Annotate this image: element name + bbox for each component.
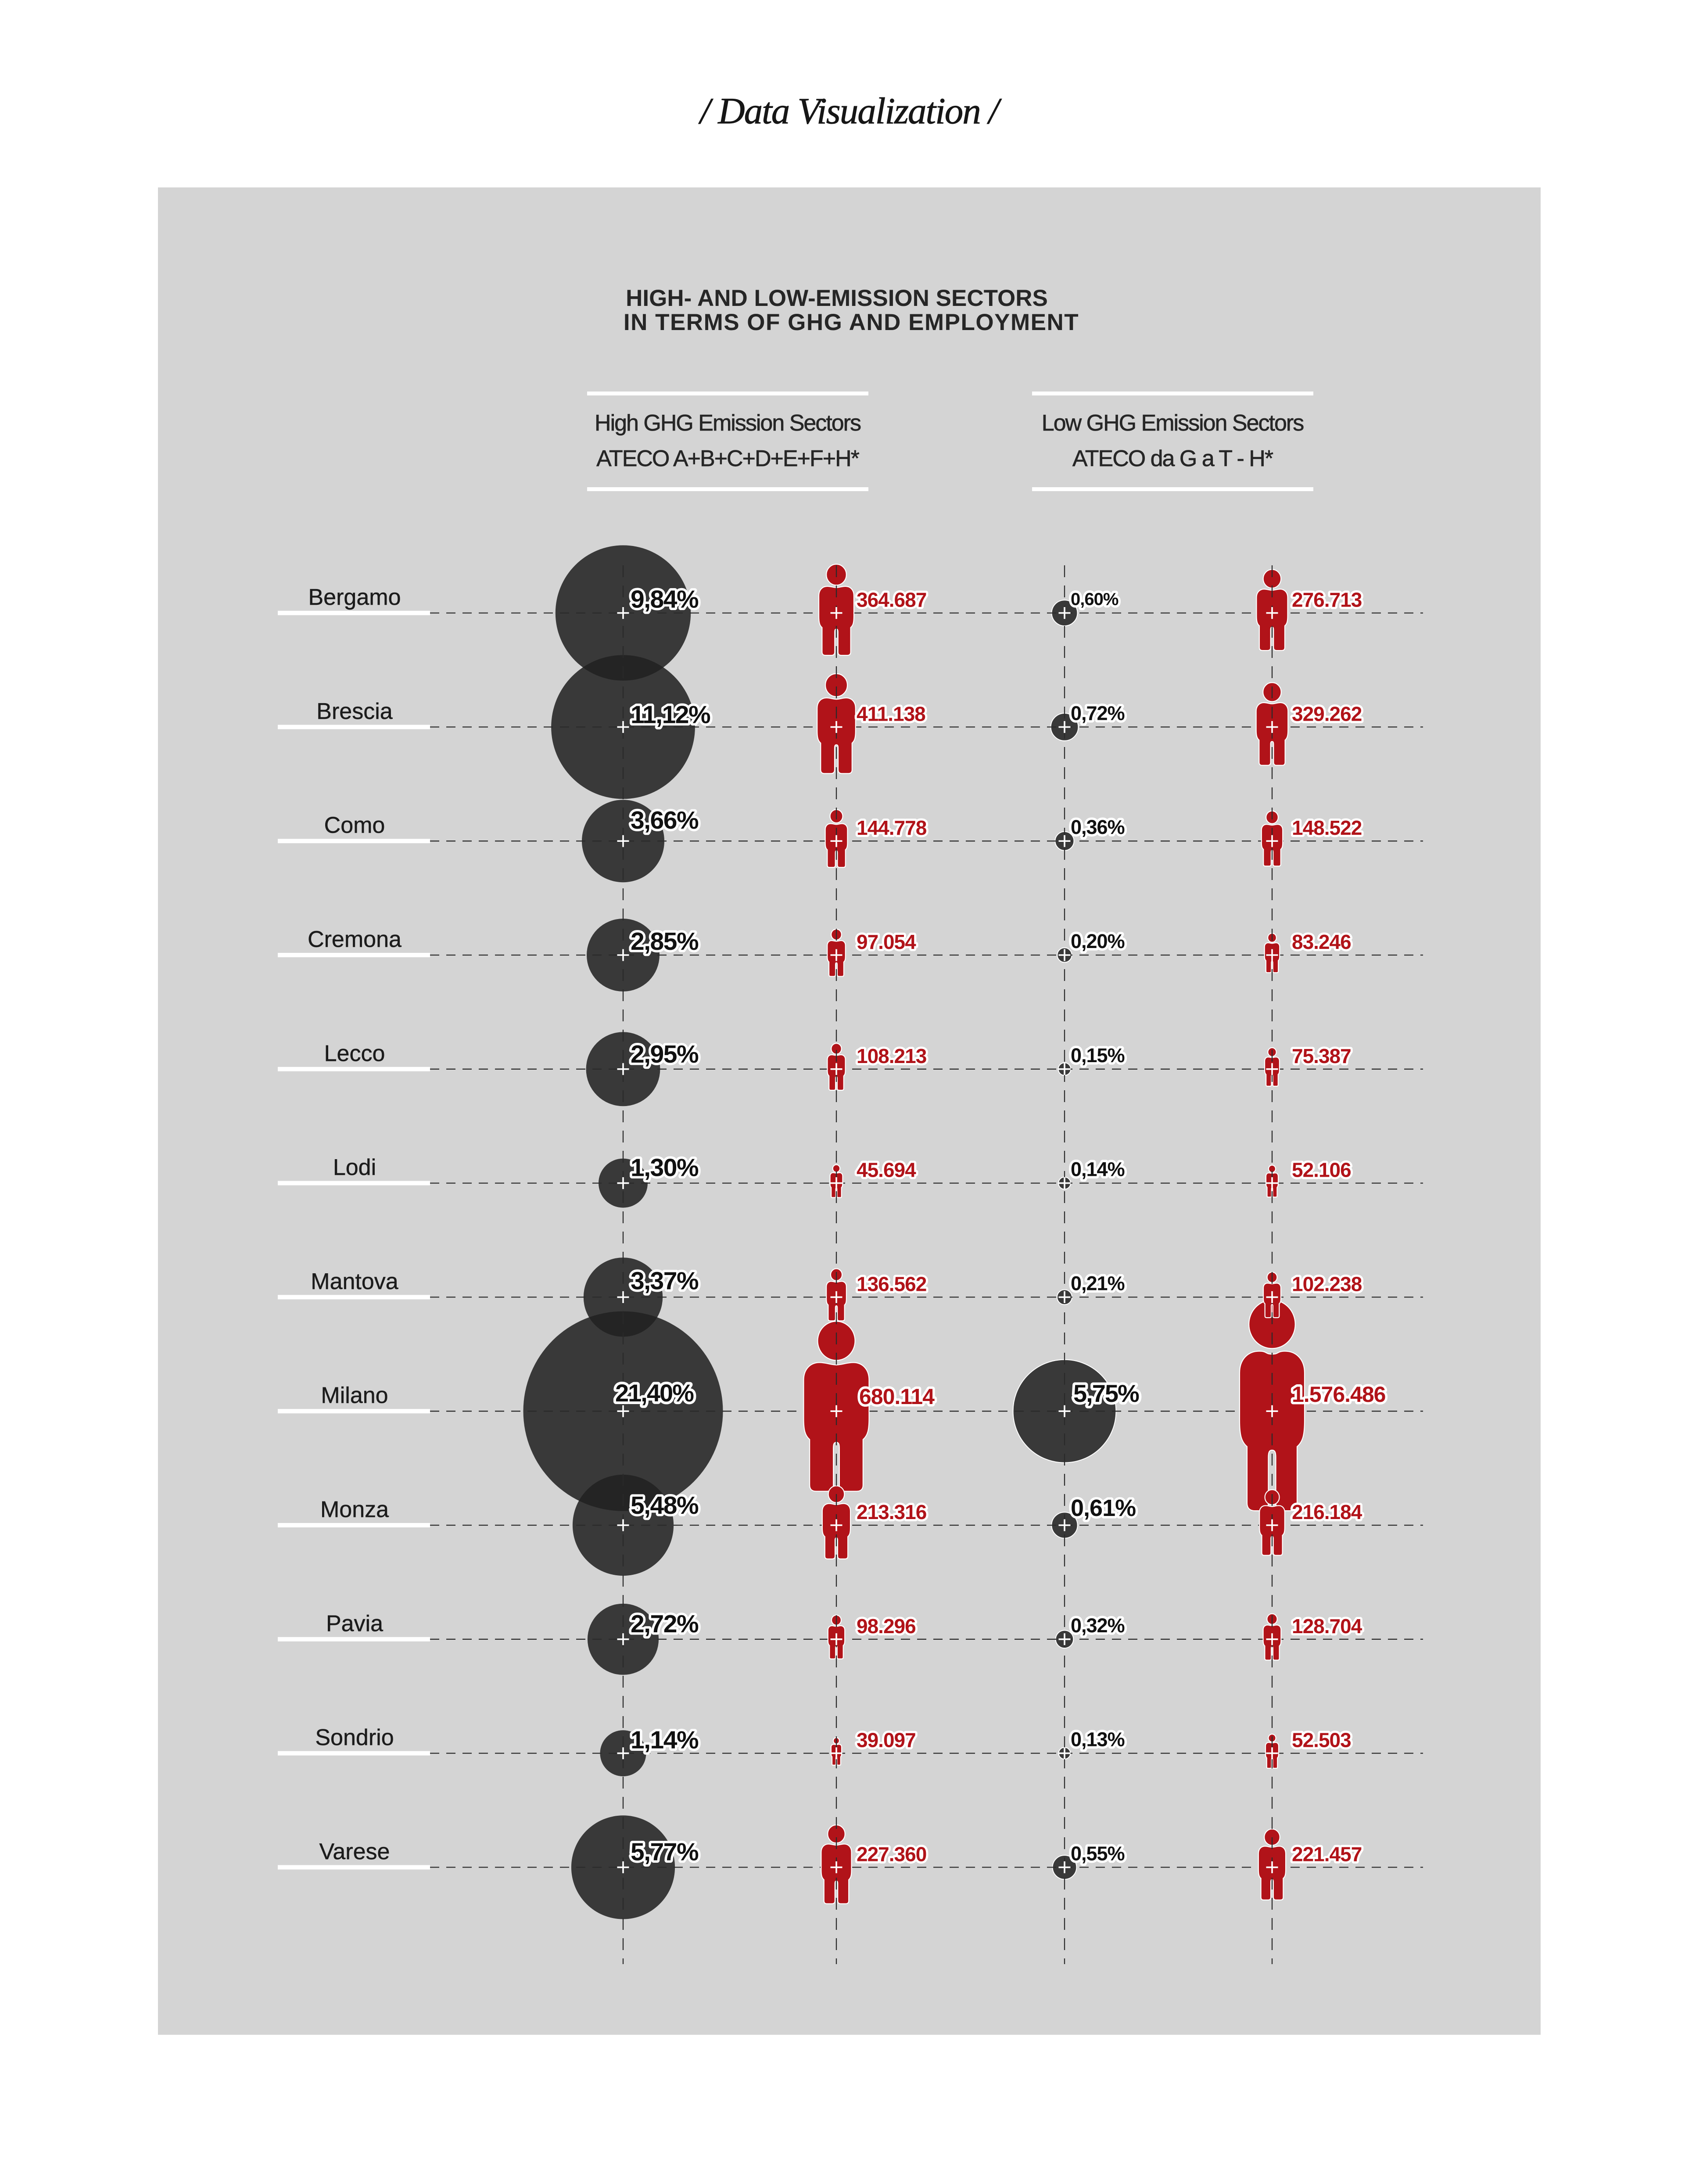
svg-text:329.262: 329.262 [1292,702,1362,725]
svg-text:411.138: 411.138 [857,702,925,725]
svg-text:Cremona: Cremona [308,927,402,952]
svg-text:52.106: 52.106 [1292,1159,1351,1182]
svg-text:2,95%: 2,95% [631,1040,699,1068]
svg-text:Monza: Monza [320,1497,389,1523]
svg-text:Lodi: Lodi [333,1155,376,1180]
svg-text:83.246: 83.246 [1292,930,1351,953]
svg-text:Lecco: Lecco [324,1041,385,1066]
svg-text:128.704: 128.704 [1292,1615,1362,1638]
svg-text:IN TERMS OF GHG AND EMPLOYMENT: IN TERMS OF GHG AND EMPLOYMENT [624,309,1079,335]
svg-text:3,37%: 3,37% [631,1267,699,1295]
svg-text:45.694: 45.694 [857,1159,916,1182]
svg-text:0,55%: 0,55% [1071,1842,1125,1864]
svg-text:52.503: 52.503 [1292,1729,1351,1752]
svg-text:0,36%: 0,36% [1071,816,1125,838]
svg-text:39.097: 39.097 [857,1729,916,1752]
svg-text:5,77%: 5,77% [631,1838,699,1866]
svg-text:5,48%: 5,48% [631,1491,699,1519]
svg-text:Brescia: Brescia [316,699,392,724]
svg-text:108.213: 108.213 [857,1045,926,1067]
svg-text:1,14%: 1,14% [631,1726,699,1754]
svg-text:Como: Como [324,813,385,838]
svg-text:Low GHG Emission Sectors: Low GHG Emission Sectors [1042,410,1304,436]
svg-text:9,84%: 9,84% [631,586,699,614]
svg-text:213.316: 213.316 [857,1501,926,1523]
svg-text:144.778: 144.778 [857,816,927,839]
svg-text:Milano: Milano [321,1383,388,1408]
svg-text:364.687: 364.687 [857,589,926,611]
svg-text:5,75%: 5,75% [1073,1379,1139,1407]
svg-text:276.713: 276.713 [1292,589,1362,611]
svg-text:1.576.486: 1.576.486 [1292,1382,1385,1407]
svg-text:Varese: Varese [319,1839,390,1864]
svg-text:0,32%: 0,32% [1071,1614,1125,1637]
svg-text:ATECO A+B+C+D+E+F+H*: ATECO A+B+C+D+E+F+H* [596,446,860,471]
svg-text:2,85%: 2,85% [631,927,699,956]
svg-text:0,14%: 0,14% [1071,1158,1125,1181]
svg-text:0,13%: 0,13% [1071,1728,1125,1751]
svg-text:75.387: 75.387 [1292,1045,1351,1067]
svg-text:Bergamo: Bergamo [308,585,401,610]
svg-text:21,40%: 21,40% [615,1379,694,1407]
svg-text:221.457: 221.457 [1292,1843,1362,1865]
svg-text:2,72%: 2,72% [631,1610,699,1638]
svg-text:680.114: 680.114 [859,1384,935,1409]
svg-text:216.184: 216.184 [1292,1501,1362,1523]
svg-text:High GHG Emission Sectors: High GHG Emission Sectors [595,410,861,436]
svg-text:0,61%: 0,61% [1071,1495,1136,1521]
svg-text:0,20%: 0,20% [1071,930,1125,952]
svg-text:227.360: 227.360 [857,1843,926,1865]
svg-text:3,66%: 3,66% [631,806,699,834]
svg-text:ATECO da G a T - H*: ATECO da G a T - H* [1072,446,1273,471]
svg-text:/ Data Visualization /: / Data Visualization / [698,90,1002,132]
svg-text:Mantova: Mantova [311,1269,398,1294]
svg-text:Pavia: Pavia [326,1611,383,1636]
svg-text:1,30%: 1,30% [631,1154,699,1182]
svg-text:102.238: 102.238 [1292,1272,1362,1295]
svg-text:0,15%: 0,15% [1071,1044,1125,1067]
svg-text:0,72%: 0,72% [1071,702,1125,724]
svg-text:0,21%: 0,21% [1071,1272,1125,1294]
svg-text:148.522: 148.522 [1292,816,1362,839]
svg-text:97.054: 97.054 [857,930,916,953]
svg-text:0,60%: 0,60% [1071,590,1119,609]
svg-text:11,12%: 11,12% [631,700,710,729]
svg-text:HIGH- AND LOW-EMISSION SECTORS: HIGH- AND LOW-EMISSION SECTORS [626,285,1048,311]
svg-text:98.296: 98.296 [857,1615,916,1638]
svg-text:Sondrio: Sondrio [315,1725,394,1750]
svg-text:136.562: 136.562 [857,1272,926,1295]
